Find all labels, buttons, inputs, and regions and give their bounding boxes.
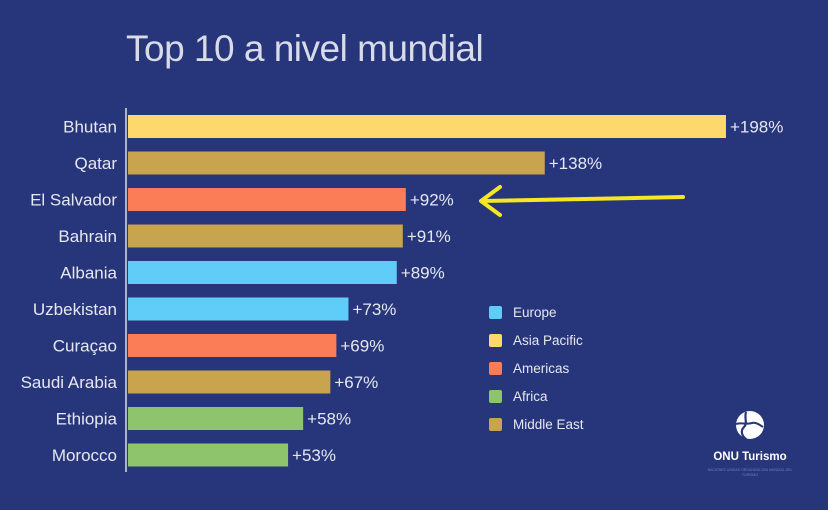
bar-albania (128, 261, 397, 284)
bar-ethiopia (128, 407, 304, 430)
annotation-arrow (479, 185, 685, 217)
legend-label: Africa (513, 389, 548, 404)
legend-label: Middle East (513, 417, 584, 432)
logo-subtitle: NACIONES UNIDAS ORGANIZACIÓN MUNDIAL DEL… (707, 468, 793, 477)
bar-uzbekistan (128, 297, 349, 321)
bar-qatar (128, 151, 545, 175)
globe-swirl-2 (735, 421, 764, 428)
bar-saudi-arabia (128, 370, 331, 394)
legend-swatch (489, 390, 502, 403)
arrow-head (479, 185, 502, 217)
logo-name: ONU Turismo (713, 451, 787, 463)
bar-cura-ao (128, 334, 337, 357)
chart-title: Top 10 a nivel mundial (126, 28, 484, 69)
category-label: El Salvador (30, 191, 117, 210)
bar-morocco (128, 443, 289, 467)
globe-icon (736, 411, 764, 439)
bar-el-salvador (128, 188, 406, 211)
category-label: Saudi Arabia (21, 373, 118, 392)
value-label: +91% (407, 227, 451, 246)
legend-label: Americas (513, 361, 570, 376)
globe-swirl (740, 411, 748, 440)
category-label: Qatar (74, 154, 117, 173)
arrow-shaft (481, 195, 685, 203)
legend-label: Asia Pacific (513, 333, 583, 348)
legend-swatch (489, 362, 502, 375)
onu-turismo-logo (735, 411, 764, 440)
value-label: +92% (410, 191, 454, 210)
value-label: +58% (307, 410, 351, 429)
value-label: +138% (549, 154, 602, 173)
category-label: Morocco (52, 446, 117, 465)
category-label: Bahrain (58, 227, 117, 246)
category-label: Ethiopia (56, 410, 118, 429)
value-label: +89% (401, 264, 445, 283)
legend-swatch (489, 334, 502, 347)
category-label: Uzbekistan (33, 300, 117, 319)
category-label: Albania (60, 264, 117, 283)
bar-bhutan (128, 115, 726, 138)
bar-bahrain (128, 224, 403, 248)
value-label: +73% (352, 300, 396, 319)
value-label: +198% (730, 118, 783, 137)
category-label: Curaçao (53, 337, 117, 356)
category-label: Bhutan (63, 118, 117, 137)
value-label: +67% (334, 373, 378, 392)
legend-swatch (489, 418, 502, 431)
legend: Europe Asia Pacific Americas Africa Middle E… (489, 305, 584, 432)
value-label: +69% (340, 337, 384, 356)
legend-label: Europe (513, 305, 557, 320)
value-label: +53% (292, 446, 336, 465)
bars-group: Bhutan +198% Qatar +138% El Salvador +92% Bahr… (21, 115, 783, 467)
legend-swatch (489, 306, 502, 319)
